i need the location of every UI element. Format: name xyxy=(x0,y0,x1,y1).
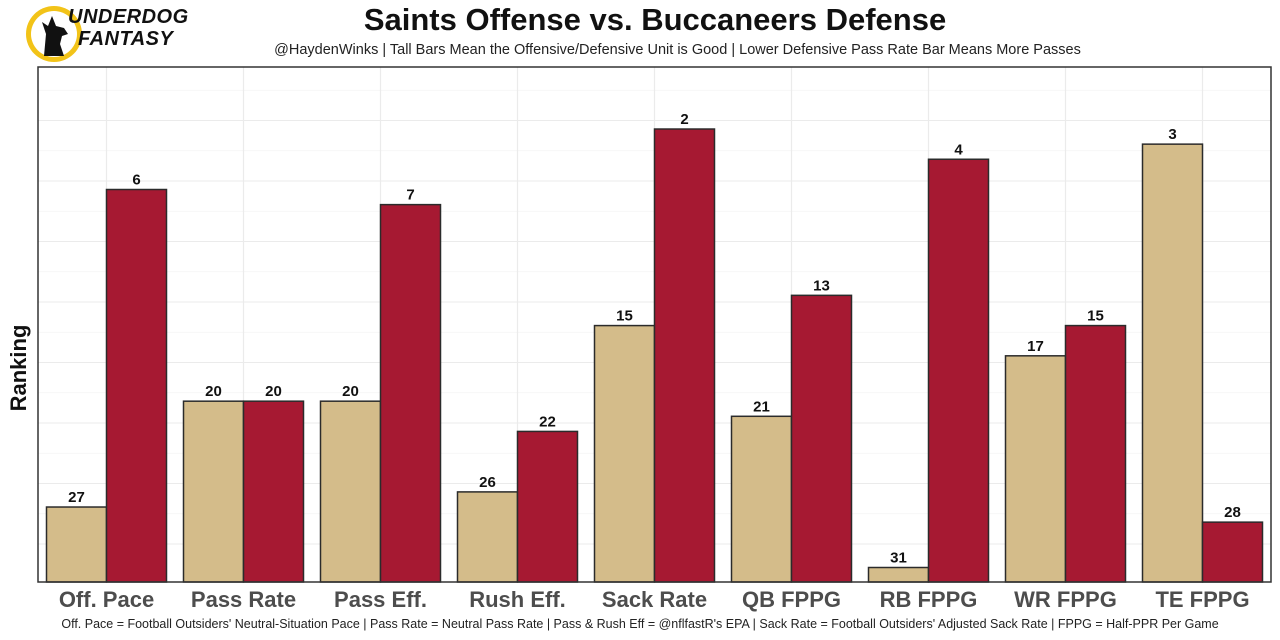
bar-saints-offense xyxy=(45,506,108,583)
plot-border xyxy=(37,66,1272,583)
bar-buccaneers-defense xyxy=(927,158,990,583)
bar-value-label: 15 xyxy=(616,308,633,325)
bar-saints-offense xyxy=(456,491,519,583)
x-tick-label: Rush Eff. xyxy=(469,587,566,612)
x-tick-label: Pass Eff. xyxy=(334,587,427,612)
bar-value-label: 21 xyxy=(753,398,770,415)
footer-note: Off. Pace = Football Outsiders' Neutral-… xyxy=(61,617,1219,631)
dog-silhouette-icon xyxy=(42,16,68,56)
logo-line-2: FANTASY xyxy=(78,28,174,50)
bar-saints-offense xyxy=(319,400,382,583)
bar-value-label: 20 xyxy=(265,383,282,400)
x-tick-label: RB FPPG xyxy=(880,587,978,612)
bar-value-label: 27 xyxy=(68,489,85,506)
underdog-fantasy-logo xyxy=(26,6,82,62)
bar-buccaneers-defense xyxy=(379,203,442,583)
bar-value-label: 7 xyxy=(406,187,414,204)
bar-buccaneers-defense xyxy=(105,188,168,583)
bar-value-label: 28 xyxy=(1224,504,1241,521)
logo-line-1: UNDERDOG xyxy=(68,6,189,28)
chart-subtitle: @HaydenWinks | Tall Bars Mean the Offens… xyxy=(274,42,1081,58)
x-tick-label: TE FPPG xyxy=(1155,587,1249,612)
bar-value-label: 6 xyxy=(132,172,140,189)
bar-value-label: 20 xyxy=(342,383,359,400)
bar-value-label: 26 xyxy=(479,474,496,491)
bar-value-label: 3 xyxy=(1168,126,1176,143)
chart-title: Saints Offense vs. Buccaneers Defense xyxy=(363,2,947,37)
bar-saints-offense xyxy=(1141,143,1204,583)
x-tick-label: Pass Rate xyxy=(191,587,296,612)
bar-buccaneers-defense xyxy=(242,400,305,583)
bar-value-label: 17 xyxy=(1027,338,1044,355)
bar-value-label: 31 xyxy=(890,550,907,567)
bar-value-label: 20 xyxy=(205,383,222,400)
logo-wordmark: UNDERDOG FANTASY xyxy=(68,6,189,50)
x-tick-label: WR FPPG xyxy=(1014,587,1117,612)
bar-saints-offense xyxy=(182,400,245,583)
bar-buccaneers-defense xyxy=(1064,324,1127,583)
bar-value-label: 4 xyxy=(954,141,963,158)
x-tick-label: Off. Pace xyxy=(59,587,154,612)
bar-value-label: 2 xyxy=(680,111,688,128)
x-tick-label: Sack Rate xyxy=(602,587,707,612)
bar-saints-offense xyxy=(593,324,656,583)
bar-buccaneers-defense xyxy=(790,294,853,583)
bar-buccaneers-defense xyxy=(1201,521,1264,583)
x-tick-label: QB FPPG xyxy=(742,587,841,612)
bar-value-label: 13 xyxy=(813,277,830,294)
bar-saints-offense xyxy=(867,566,930,583)
bar-saints-offense xyxy=(730,415,793,583)
bar-saints-offense xyxy=(1004,355,1067,583)
bar-value-label: 15 xyxy=(1087,308,1104,325)
bar-buccaneers-defense xyxy=(516,430,579,583)
bar-value-label: 22 xyxy=(539,413,556,430)
bar-buccaneers-defense xyxy=(653,128,716,583)
